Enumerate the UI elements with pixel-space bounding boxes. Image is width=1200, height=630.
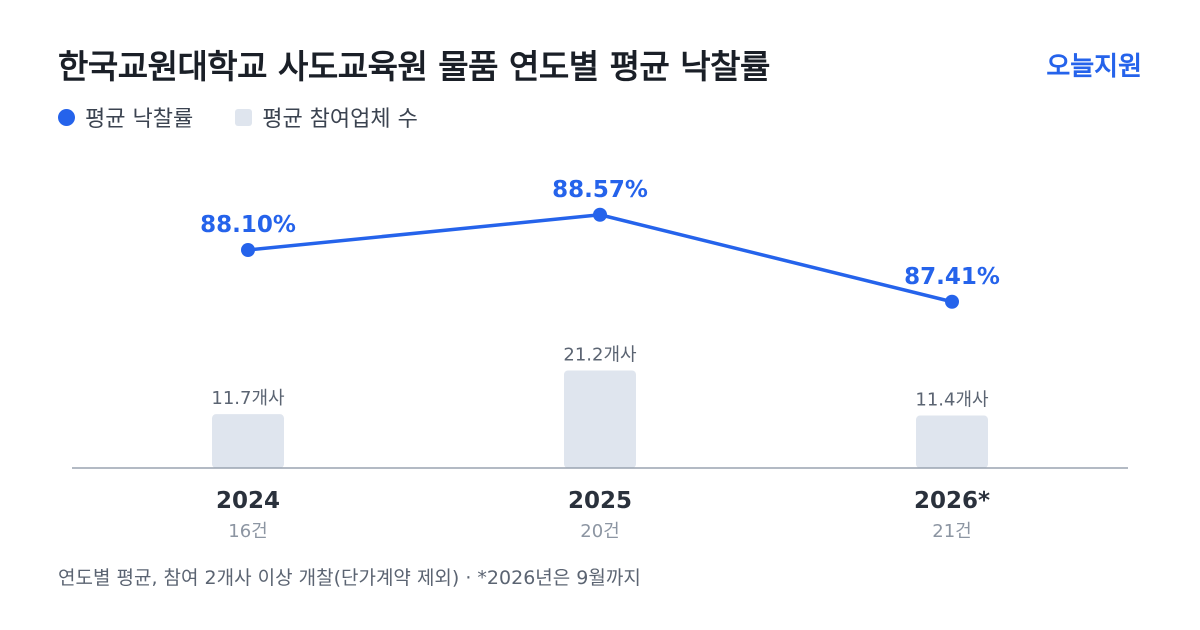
bar-value-label: 11.7개사 <box>211 388 285 409</box>
legend-square-icon <box>235 108 253 126</box>
footnote: 연도별 평균, 참여 2개사 이상 개찰(단가계약 제외) · *2026년은 … <box>58 567 641 589</box>
rate-line <box>247 213 953 304</box>
bar-participants <box>212 414 284 468</box>
legend-dot-icon <box>58 108 75 126</box>
rate-point <box>593 207 607 222</box>
x-tick-label: 2024 <box>216 488 280 514</box>
bar-participants <box>564 370 636 468</box>
brand-logo[interactable]: 오늘지원 <box>1046 52 1142 82</box>
x-tick-label: 2025 <box>568 488 632 514</box>
bar-participants <box>916 415 988 468</box>
rate-value-label: 88.10% <box>200 212 296 238</box>
rate-value-label: 87.41% <box>904 264 1000 290</box>
x-tick-sublabel: 16건 <box>228 521 267 542</box>
legend-item-rate: 평균 낙찰률 <box>58 101 193 133</box>
legend-item-count: 평균 참여업체 수 <box>235 101 418 133</box>
x-tick-sublabel: 21건 <box>932 521 971 542</box>
legend-label-count: 평균 참여업체 수 <box>262 107 418 132</box>
bar-value-label: 11.4개사 <box>915 390 989 411</box>
rate-point <box>945 294 959 309</box>
x-tick-sublabel: 20건 <box>580 521 619 542</box>
bar-value-label: 21.2개사 <box>563 344 637 365</box>
legend-label-rate: 평균 낙찰률 <box>85 107 194 132</box>
rate-value-label: 88.57% <box>552 177 648 203</box>
chart-title: 한국교원대학교 사도교육원 물품 연도별 평균 낙찰률 <box>58 47 770 86</box>
chart-area: 11.7개사 21.2개사 11.4개사 88.10% 88.57% 87.41% 2024… <box>72 177 1128 542</box>
rate-point <box>241 243 255 257</box>
x-tick-label: 2026* <box>914 488 990 514</box>
legend: 평균 낙찰률 평균 참여업체 수 <box>58 101 460 133</box>
